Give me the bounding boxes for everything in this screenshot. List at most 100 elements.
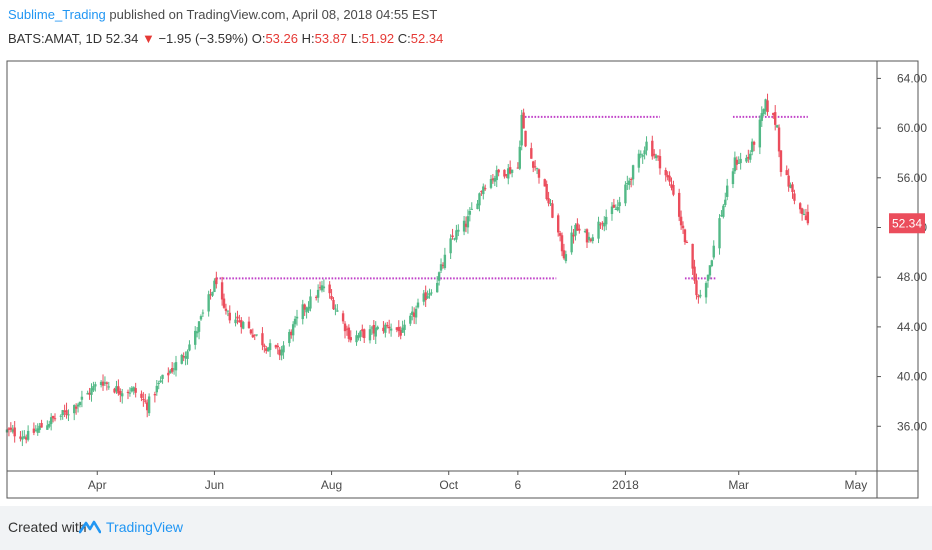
candle-body — [545, 184, 548, 200]
candle-body — [220, 282, 224, 300]
author-link[interactable]: Sublime_Trading — [8, 7, 106, 22]
candle-body — [482, 186, 485, 195]
candle-body — [562, 250, 566, 259]
candle-body — [708, 265, 712, 276]
low-value: 51.92 — [361, 31, 395, 46]
candle-body — [533, 166, 537, 168]
candle-body — [637, 153, 641, 168]
candle-body — [130, 388, 134, 392]
published-text: published on TradingView.com, April 08, … — [105, 7, 438, 22]
candle-body — [295, 316, 299, 319]
candle-body — [560, 235, 564, 252]
high-label: H: — [301, 31, 315, 46]
created-with-text: Created with — [8, 519, 87, 535]
candle-body — [119, 390, 122, 395]
candle-body — [105, 382, 109, 384]
candle-body — [585, 229, 589, 243]
candle-body — [336, 310, 339, 312]
price-chart[interactable]: 36.0040.0044.0048.0052.0056.0060.0064.00… — [0, 56, 932, 506]
candle-body — [251, 334, 255, 338]
candle-body — [86, 392, 89, 395]
y-tick-label: 48.00 — [897, 270, 927, 284]
y-tick-label: 56.00 — [897, 171, 927, 185]
symbol-label[interactable]: BATS:AMAT, 1D — [8, 31, 103, 46]
candle-body — [167, 372, 170, 376]
candle-body — [328, 284, 331, 294]
candle-body — [155, 385, 159, 393]
candle-body — [11, 429, 14, 432]
candle-body — [147, 396, 151, 414]
candle-body — [51, 415, 55, 419]
candle-body — [437, 272, 441, 281]
candle-body — [48, 423, 51, 427]
candle-body — [99, 381, 103, 385]
candle-body — [543, 179, 546, 187]
candle-body — [666, 175, 669, 178]
candle-body — [681, 225, 685, 229]
candle-body — [683, 229, 687, 243]
candle-body — [691, 243, 694, 269]
candle-body — [213, 280, 216, 293]
tradingview-logo-icon[interactable] — [79, 518, 101, 536]
high-value: 53.87 — [314, 31, 348, 46]
candle-body — [712, 245, 715, 258]
candle-body — [117, 386, 120, 394]
candle-body — [172, 368, 176, 370]
candle-body — [276, 345, 279, 348]
candle-body — [589, 239, 593, 242]
candle-body — [290, 331, 293, 336]
candle-body — [524, 130, 527, 147]
last-price-tag — [889, 213, 925, 234]
candle-body — [493, 177, 497, 182]
candle-body — [63, 410, 66, 412]
candle-body — [764, 99, 767, 111]
candle-body — [535, 168, 539, 170]
candle-body — [516, 167, 520, 169]
candle-body — [38, 425, 41, 430]
candle-body — [495, 170, 498, 181]
candle-body — [228, 312, 231, 321]
candle-body — [537, 169, 541, 178]
candle-body — [774, 112, 777, 125]
tradingview-brand-link[interactable]: TradingView — [106, 519, 184, 535]
candle-body — [645, 141, 648, 151]
candle-body — [207, 294, 210, 312]
candle-body — [510, 169, 514, 173]
publication-line: Sublime_Trading published on TradingView… — [8, 7, 437, 22]
candle-body — [785, 170, 788, 176]
candle-body — [288, 331, 291, 344]
candle-body — [278, 349, 281, 356]
candle-body — [249, 329, 253, 334]
candle-body — [518, 146, 521, 169]
candles[interactable] — [5, 93, 810, 447]
candle-body — [197, 321, 201, 332]
candle-body — [186, 351, 189, 359]
candle-body — [451, 235, 454, 237]
candle-body — [349, 337, 352, 341]
candle-body — [476, 203, 479, 210]
candle-body — [357, 335, 360, 339]
candle-body — [309, 296, 312, 309]
candle-body — [301, 304, 304, 320]
candle-body — [345, 328, 349, 330]
candle-body — [745, 157, 748, 162]
candle-body — [641, 155, 644, 157]
candle-body — [363, 329, 366, 339]
candle-body — [234, 319, 237, 324]
candle-body — [422, 293, 425, 302]
candle-body — [169, 370, 172, 373]
candle-body — [603, 222, 606, 227]
candle-body — [347, 327, 351, 339]
candle-body — [766, 100, 769, 112]
candle-body — [570, 232, 573, 253]
candle-body — [478, 193, 481, 206]
candle-body — [804, 215, 808, 221]
candle-body — [658, 156, 662, 169]
candle-body — [793, 193, 796, 201]
y-tick-label: 36.00 — [897, 419, 927, 433]
candle-body — [293, 318, 297, 325]
candle-body — [722, 205, 725, 217]
candle-body — [578, 228, 581, 231]
ohlc-line: BATS:AMAT, 1D 52.34 ▼ −1.95 (−3.59%) O:5… — [8, 31, 443, 46]
candle-body — [614, 208, 618, 210]
